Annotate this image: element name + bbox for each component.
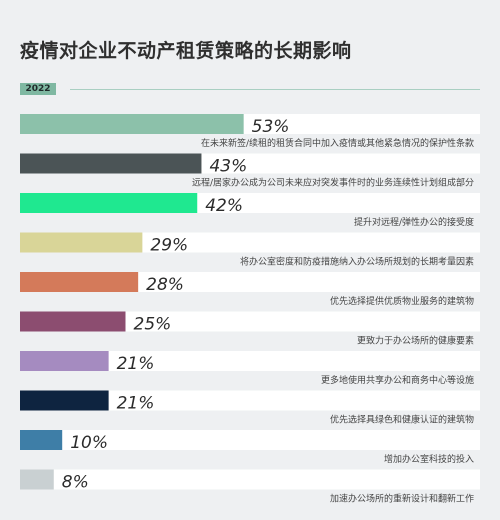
header-divider bbox=[70, 89, 480, 90]
category-label: 更多地使用共享办公和商务中心等设施 bbox=[321, 374, 474, 386]
category-label: 远程/居家办公成为公司未来应对突发事件时的业务连续性计划组成部分 bbox=[192, 177, 474, 189]
value-label: 42% bbox=[205, 196, 243, 216]
bar bbox=[20, 390, 109, 411]
bar bbox=[20, 193, 198, 213]
bar-track bbox=[20, 311, 480, 332]
value-label: 29% bbox=[150, 236, 188, 256]
category-label: 增加办公室科技的投入 bbox=[384, 453, 474, 465]
category-label: 加速办公场所的重新设计和翻新工作 bbox=[330, 493, 474, 505]
category-label: 提升对远程/弹性办公的接受度 bbox=[354, 216, 474, 228]
bar bbox=[20, 311, 126, 332]
value-label: 21% bbox=[117, 354, 155, 374]
bar-track bbox=[20, 390, 480, 411]
year-badge: 2022 bbox=[20, 83, 56, 95]
bar-track bbox=[20, 469, 480, 490]
bar bbox=[20, 114, 244, 134]
category-label: 优先选择提供优质物业服务的建筑物 bbox=[330, 295, 474, 307]
category-label: 更致力于办公场所的健康要素 bbox=[357, 335, 474, 347]
bar bbox=[20, 232, 143, 253]
category-label: 优先选择具绿色和健康认证的建筑物 bbox=[330, 414, 474, 426]
bar bbox=[20, 153, 202, 174]
value-label: 43% bbox=[209, 157, 247, 177]
bar bbox=[20, 272, 139, 292]
value-label: 28% bbox=[146, 275, 184, 295]
bar bbox=[20, 469, 54, 490]
value-label: 21% bbox=[117, 394, 155, 414]
category-label: 将办公室密度和防疫措施纳入办公场所规划的长期考量因素 bbox=[240, 256, 474, 268]
value-label: 8% bbox=[62, 473, 89, 493]
value-label: 10% bbox=[70, 433, 108, 453]
bar-track bbox=[20, 430, 480, 450]
category-label: 在未来新签/续租的租赁合同中加入疫情或其他紧急情况的保护性条款 bbox=[201, 137, 474, 149]
bar bbox=[20, 351, 109, 371]
chart-title: 疫情对企业不动产租赁策略的长期影响 bbox=[20, 40, 352, 62]
bar bbox=[20, 430, 63, 450]
bar-track bbox=[20, 351, 480, 371]
value-label: 25% bbox=[134, 315, 172, 335]
value-label: 53% bbox=[252, 117, 290, 137]
